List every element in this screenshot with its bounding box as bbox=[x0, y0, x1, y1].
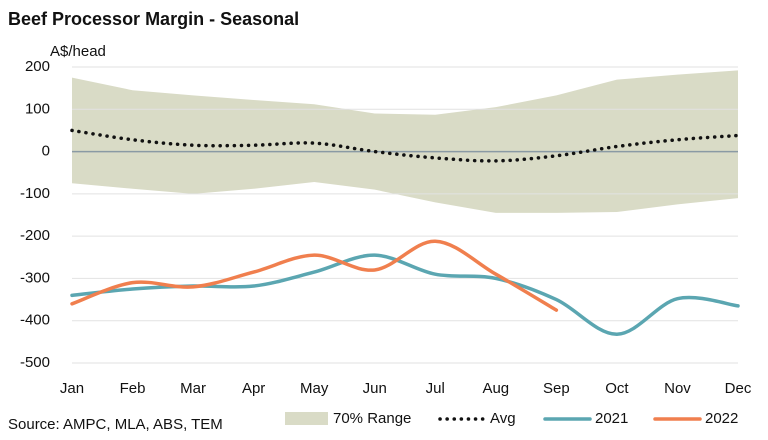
y-tick-label: -100 bbox=[20, 185, 50, 202]
x-tick-label: Jan bbox=[60, 380, 84, 397]
x-tick-label: Jun bbox=[363, 380, 387, 397]
source-note: Source: AMPC, MLA, ABS, TEM bbox=[8, 416, 223, 433]
x-tick-label: May bbox=[300, 380, 329, 397]
y-tick-label: 100 bbox=[25, 100, 50, 117]
y-tick-label: 200 bbox=[25, 58, 50, 75]
grid bbox=[72, 66, 738, 364]
x-tick-label: Oct bbox=[605, 380, 629, 397]
chart-title: Beef Processor Margin - Seasonal bbox=[8, 9, 299, 29]
y-tick-label: -400 bbox=[20, 312, 50, 329]
range-band bbox=[72, 70, 738, 213]
x-tick-label: Nov bbox=[664, 380, 691, 397]
y-axis-label: A$/head bbox=[50, 43, 106, 60]
x-tick-label: Dec bbox=[725, 380, 752, 397]
y-tick-label: 0 bbox=[42, 143, 50, 160]
x-tick-label: Mar bbox=[180, 380, 206, 397]
legend-label: 2021 bbox=[595, 410, 628, 427]
legend-label: 2022 bbox=[705, 410, 738, 427]
x-tick-label: Sep bbox=[543, 380, 570, 397]
legend-label: Avg bbox=[490, 410, 516, 427]
line-2 bbox=[70, 239, 559, 312]
x-tick-label: Aug bbox=[482, 380, 509, 397]
line-1 bbox=[70, 253, 740, 336]
line-0 bbox=[70, 128, 740, 163]
legend-label: 70% Range bbox=[333, 410, 411, 427]
y-tick-label: -500 bbox=[20, 354, 50, 371]
x-tick-label: Apr bbox=[242, 380, 265, 397]
y-tick-label: -200 bbox=[20, 227, 50, 244]
y-tick-label: -300 bbox=[20, 269, 50, 286]
legend-swatch bbox=[285, 412, 328, 425]
x-tick-label: Feb bbox=[120, 380, 146, 397]
x-tick-label: Jul bbox=[426, 380, 445, 397]
